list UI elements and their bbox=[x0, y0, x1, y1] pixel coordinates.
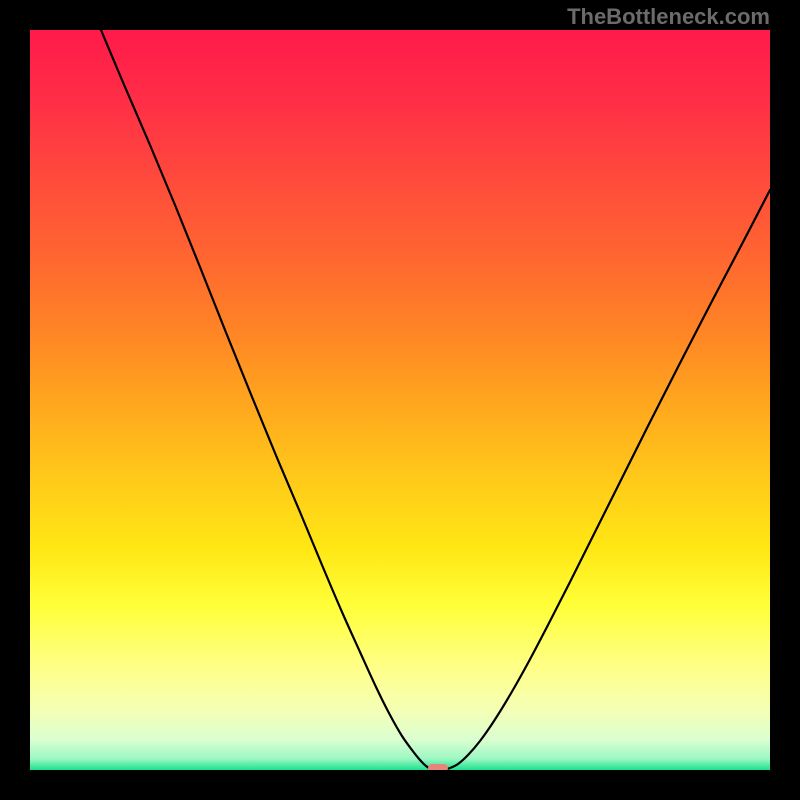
optimal-marker bbox=[428, 764, 448, 770]
curve-layer bbox=[30, 30, 770, 770]
watermark-label: TheBottleneck.com bbox=[567, 4, 770, 30]
chart-outer: TheBottleneck.com bbox=[0, 0, 800, 800]
plot-area bbox=[30, 30, 770, 770]
bottleneck-curve bbox=[101, 30, 770, 770]
